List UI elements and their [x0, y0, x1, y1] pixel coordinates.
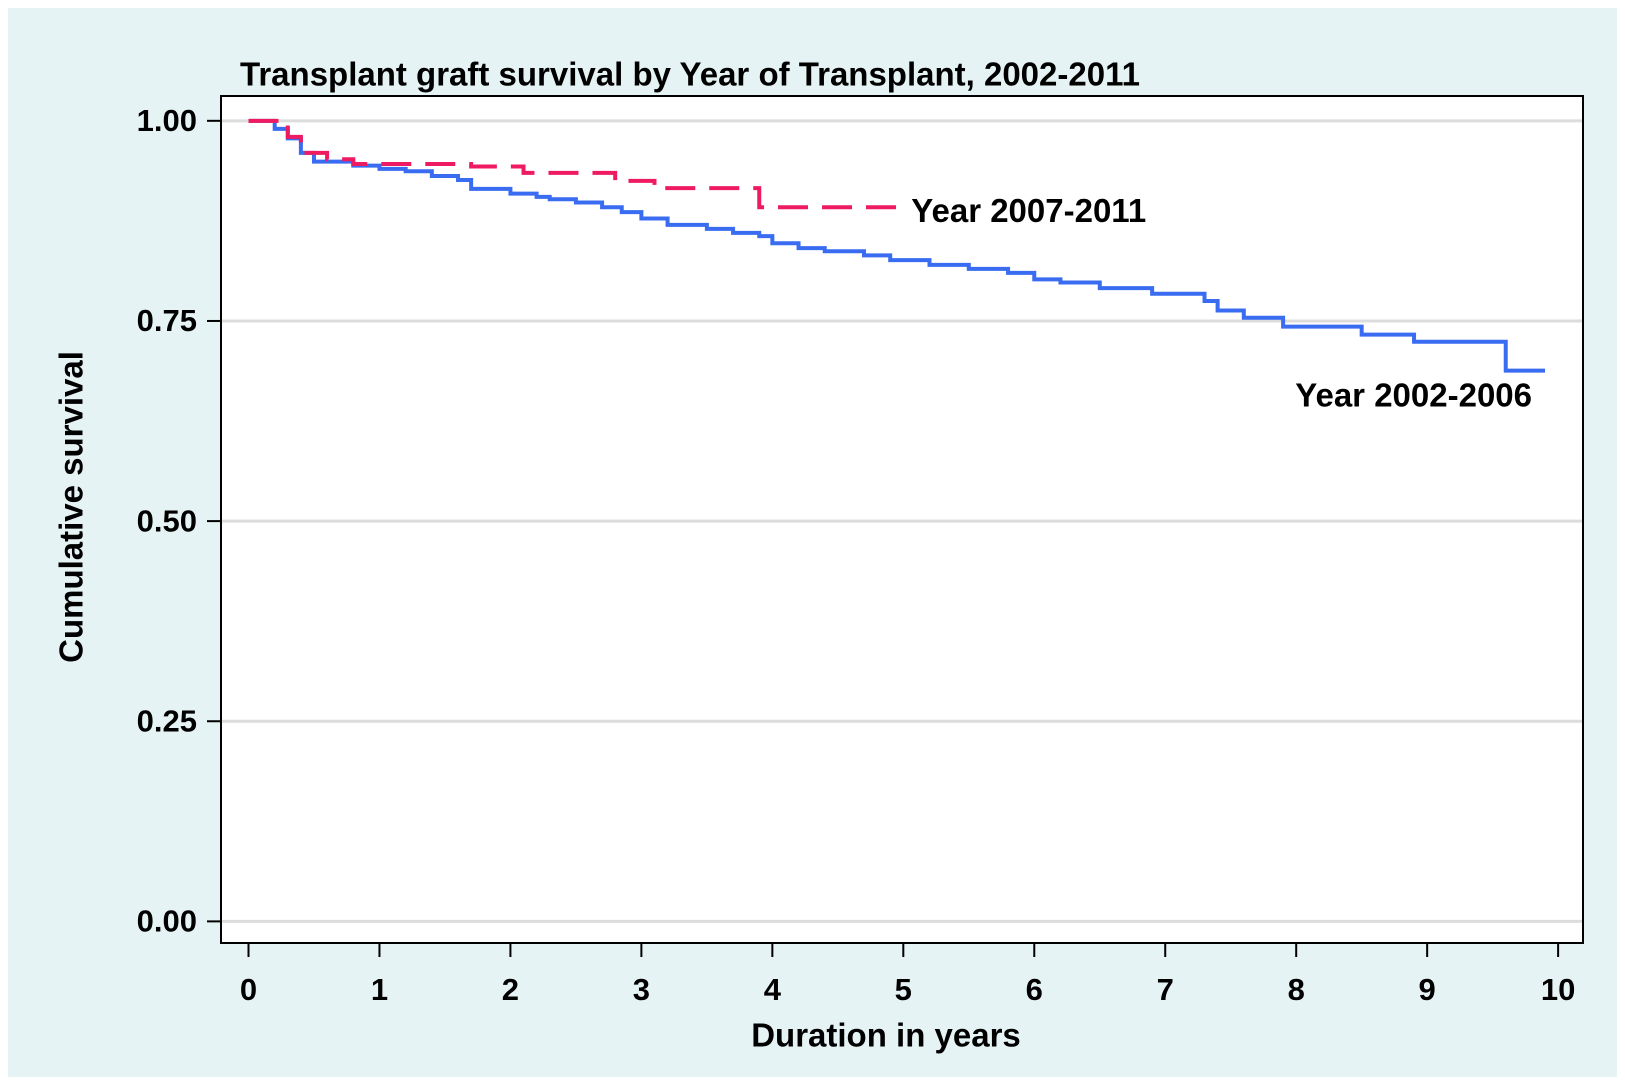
survival-line	[248, 118, 1546, 373]
x-tick-label: 3	[633, 972, 650, 1007]
x-axis-label: Duration in years	[751, 1017, 1021, 1054]
series-label: Year 2002-2006	[1295, 376, 1532, 413]
x-tick-label: 8	[1288, 972, 1305, 1007]
y-tick-label: 0.50	[137, 503, 197, 538]
y-axis-label: Cumulative survival	[53, 351, 90, 663]
y-tick-label: 0.25	[137, 703, 197, 738]
y-tick-label: 0.75	[137, 303, 197, 338]
series-label: Year 2007-2011	[911, 192, 1146, 229]
y-tick-label: 0.00	[137, 904, 197, 939]
y-tick-label: 1.00	[137, 103, 197, 138]
plot-area	[221, 96, 1583, 943]
x-tick-label: 6	[1026, 972, 1043, 1007]
chart-title: Transplant graft survival by Year of Tra…	[240, 56, 1140, 93]
x-tick-label: 4	[764, 972, 782, 1007]
x-tick-label: 10	[1541, 972, 1575, 1007]
x-tick-label: 5	[895, 972, 912, 1007]
x-tick-label: 2	[502, 972, 519, 1007]
x-tick-label: 7	[1157, 972, 1174, 1007]
x-tick-label: 9	[1419, 972, 1436, 1007]
x-tick-label: 1	[371, 972, 388, 1007]
x-tick-label: 0	[240, 972, 257, 1007]
survival-line	[248, 118, 904, 210]
plot-frame	[220, 95, 1584, 944]
